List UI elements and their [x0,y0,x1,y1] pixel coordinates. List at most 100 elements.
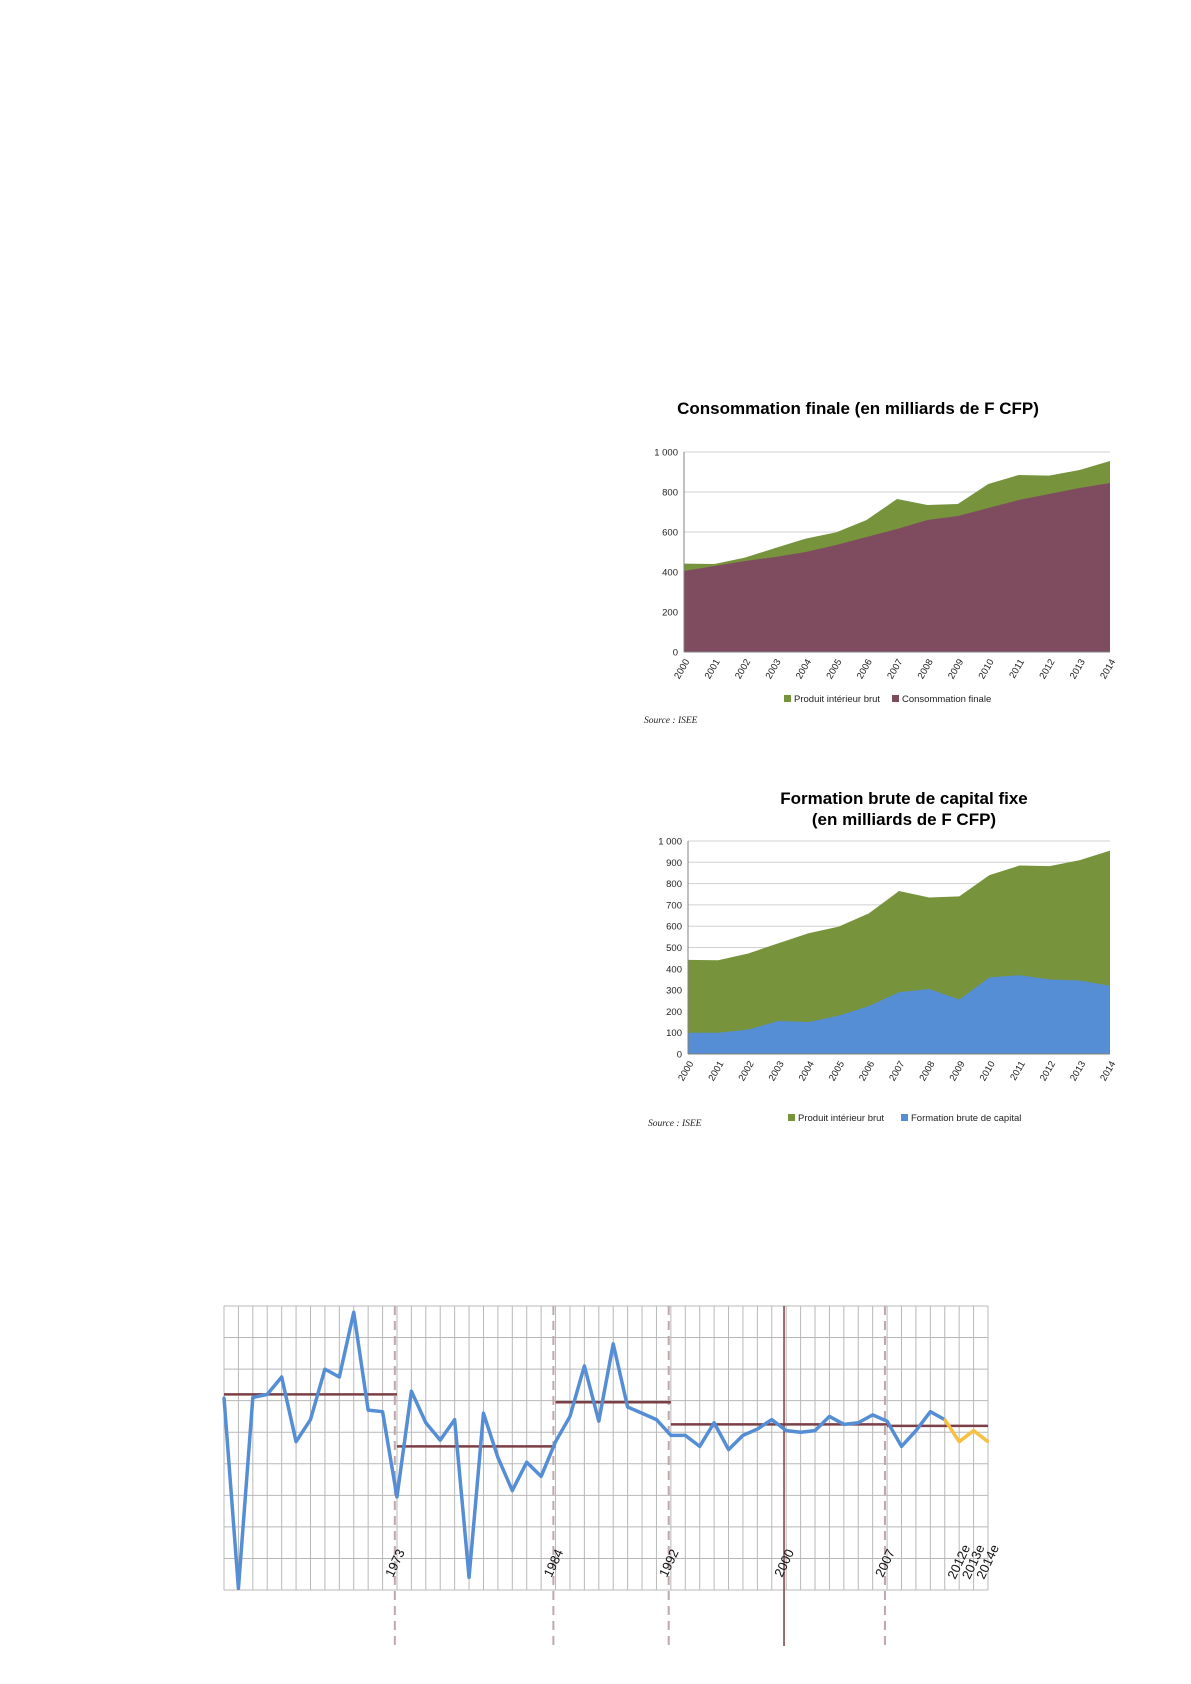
c3-marker-label: 1992 [656,1547,682,1580]
chart1-title: Consommation finale (en milliards de F C… [677,399,1039,418]
c1-x-tick-label: 2000 [672,657,692,681]
c1-y-tick-label: 800 [662,488,678,499]
c2-y-tick-label: 600 [666,922,682,933]
chart1-legend-pib-label: Produit intérieur brut [794,694,880,705]
c2-x-tick-label: 2011 [1008,1059,1028,1082]
c3-growth-point [828,1415,831,1418]
c2-y-tick-label: 200 [666,1007,682,1018]
c3-estimate-point [957,1440,961,1443]
c3-growth-point [323,1367,327,1371]
c2-x-tick-label: 2010 [978,1059,998,1083]
c3-growth-point [597,1419,600,1423]
c3-growth-point [655,1418,658,1421]
c1-x-tick-label: 2007 [885,657,905,681]
consommation-finale-chart: Consommation finale (en milliards de F C… [644,399,1118,726]
c3-growth-point [784,1429,788,1432]
chart1-legend: Produit intérieur brut Consommation fina… [784,694,991,705]
c3-growth-point [525,1461,528,1464]
c1-x-tick-label: 2013 [1068,657,1088,681]
c3-marker-label: 1973 [382,1547,408,1580]
c1-x-tick-label: 2004 [794,657,814,681]
c3-growth-point [352,1311,355,1314]
chart2-legend-pib-swatch [788,1114,795,1121]
chart2-area-fbcf [688,975,1110,1054]
c3-estimate-point [972,1429,975,1432]
chart2-legend-fbcf-label: Formation brute de capital [911,1113,1021,1124]
c1-y-tick-label: 600 [662,528,678,539]
chart2-title: Formation brute de capital fixe [780,789,1028,808]
c3-growth-point [539,1475,543,1478]
c3-estimate-point [986,1440,990,1443]
fbcf-chart: Formation brute de capital fixe (en mill… [648,789,1118,1129]
c3-growth-point [453,1418,456,1421]
chart2-legend: Produit intérieur brut Formation brute d… [788,1113,1021,1124]
c3-estimate-point [943,1418,946,1421]
c3-growth-point [366,1408,370,1412]
c2-y-tick-label: 0 [677,1050,682,1061]
c2-y-tick-label: 400 [666,964,682,975]
c3-marker-label: 2007 [872,1547,898,1580]
c1-x-tick-label: 2008 [916,657,936,681]
c1-y-tick-label: 0 [673,648,678,659]
c1-y-tick-label: 200 [662,608,678,619]
c3-growth-point [424,1421,428,1424]
c3-growth-point [813,1429,817,1432]
c2-x-tick-label: 2002 [737,1059,757,1083]
c1-y-tick-label: 400 [662,568,678,579]
c2-x-tick-label: 2013 [1068,1059,1088,1083]
c3-growth-point [712,1421,716,1424]
c2-x-tick-label: 2009 [948,1059,968,1083]
c3-estimate-series-line [943,1418,990,1444]
c3-growth-point [612,1342,615,1346]
chart2-legend-fbcf-swatch [901,1114,908,1121]
chart1-area-conso [684,483,1110,652]
c2-x-tick-label: 2001 [706,1059,726,1083]
c3-growth-point [857,1421,860,1424]
c3-growth-point [482,1412,485,1415]
c1-x-tick-label: 2012 [1037,657,1057,681]
c2-x-tick-label: 2012 [1038,1059,1058,1083]
c1-x-tick-label: 2001 [703,657,723,681]
c3-growth-point [554,1440,557,1443]
c1-x-tick-label: 2006 [855,657,875,681]
c1-x-tick-label: 2014 [1098,657,1118,681]
c3-growth-point [568,1415,572,1418]
c3-growth-point [914,1429,918,1432]
c3-growth-point [626,1405,629,1409]
c2-x-tick-label: 2014 [1098,1059,1118,1083]
chart1-legend-conso-label: Consommation finale [902,694,991,705]
c3-growth-point [309,1418,312,1421]
c2-y-tick-label: 100 [666,1028,682,1039]
c2-y-tick-label: 500 [666,943,682,954]
c1-x-tick-label: 2011 [1007,657,1027,680]
c2-y-tick-label: 700 [666,900,682,911]
c3-growth-point [439,1438,442,1442]
c2-x-tick-label: 2000 [676,1059,696,1083]
c3-growth-point [799,1431,802,1434]
c3-growth-point [395,1495,399,1499]
c2-x-tick-label: 2005 [827,1059,847,1083]
c3-growth-point [756,1427,759,1431]
c1-x-tick-label: 2005 [824,657,844,681]
c1-y-tick-label: 1 000 [654,448,678,459]
c3-growth-point [294,1440,298,1443]
chart2-subtitle: (en milliards de F CFP) [812,810,996,829]
c3-growth-point [583,1364,586,1368]
c3-growth-point [885,1419,889,1423]
c3-growth-point [727,1448,730,1451]
chart1-legend-pib-swatch [784,695,791,702]
c2-y-tick-label: 900 [666,858,682,869]
c1-x-tick-label: 2002 [733,657,753,681]
c3-growth-point [496,1456,500,1459]
c2-x-tick-label: 2007 [887,1059,907,1083]
c2-x-tick-label: 2004 [797,1059,817,1083]
c3-growth-point [698,1445,701,1448]
c3-marker-label: 2000 [771,1547,797,1580]
c3-growth-point [871,1413,874,1417]
chart1-legend-conso-swatch [892,695,899,702]
c3-growth-point [684,1434,687,1437]
c3-growth-point [929,1410,932,1413]
c3-growth-point [266,1393,269,1396]
